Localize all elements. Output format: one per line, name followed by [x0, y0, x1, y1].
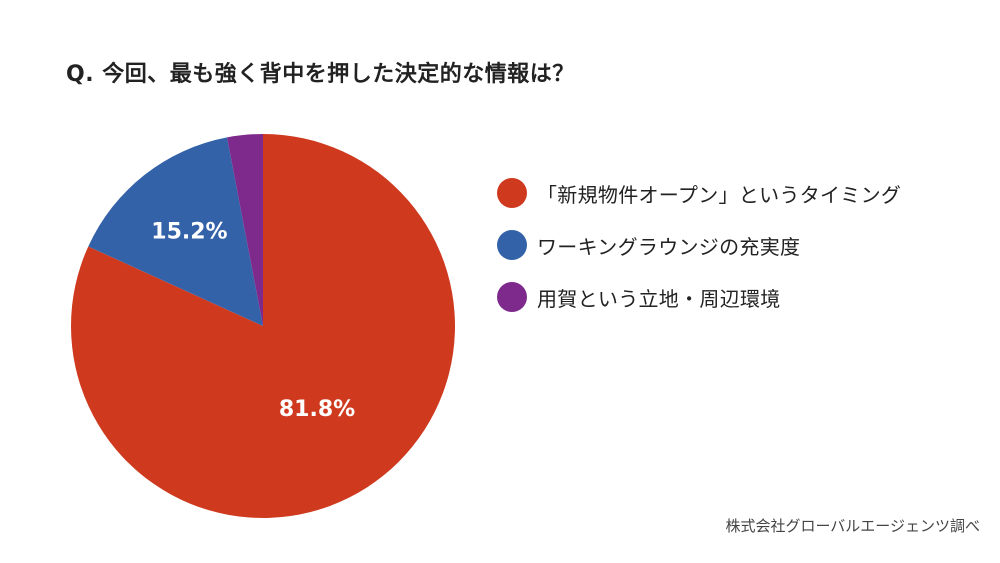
- legend-label-working-lounge: ワーキングラウンジの充実度: [537, 234, 801, 259]
- legend-label-location: 用賀という立地・周辺環境: [537, 286, 781, 311]
- pie-label-new-property-timing: 81.8%: [279, 397, 355, 422]
- legend-swatch-location: [497, 282, 527, 312]
- chart-title: Q. 今回、最も強く背中を押した決定的な情報は？: [66, 62, 575, 87]
- legend-item-location: 用賀という立地・周辺環境: [497, 280, 901, 314]
- legend-item-new-property-timing: 「新規物件オープン」というタイミング: [497, 176, 901, 210]
- legend-item-working-lounge: ワーキングラウンジの充実度: [497, 228, 901, 262]
- legend-swatch-new-property-timing: [497, 178, 527, 208]
- source-note: 株式会社グローバルエージェンツ調べ: [725, 517, 980, 535]
- pie-label-working-lounge: 15.2%: [151, 219, 227, 244]
- legend-swatch-working-lounge: [497, 230, 527, 260]
- pie-slice-working-lounge: [88, 137, 264, 326]
- legend: 「新規物件オープン」というタイミング ワーキングラウンジの充実度 用賀という立地…: [497, 176, 901, 332]
- pie-slice-location: [227, 134, 263, 326]
- legend-label-new-property-timing: 「新規物件オープン」というタイミング: [537, 182, 902, 207]
